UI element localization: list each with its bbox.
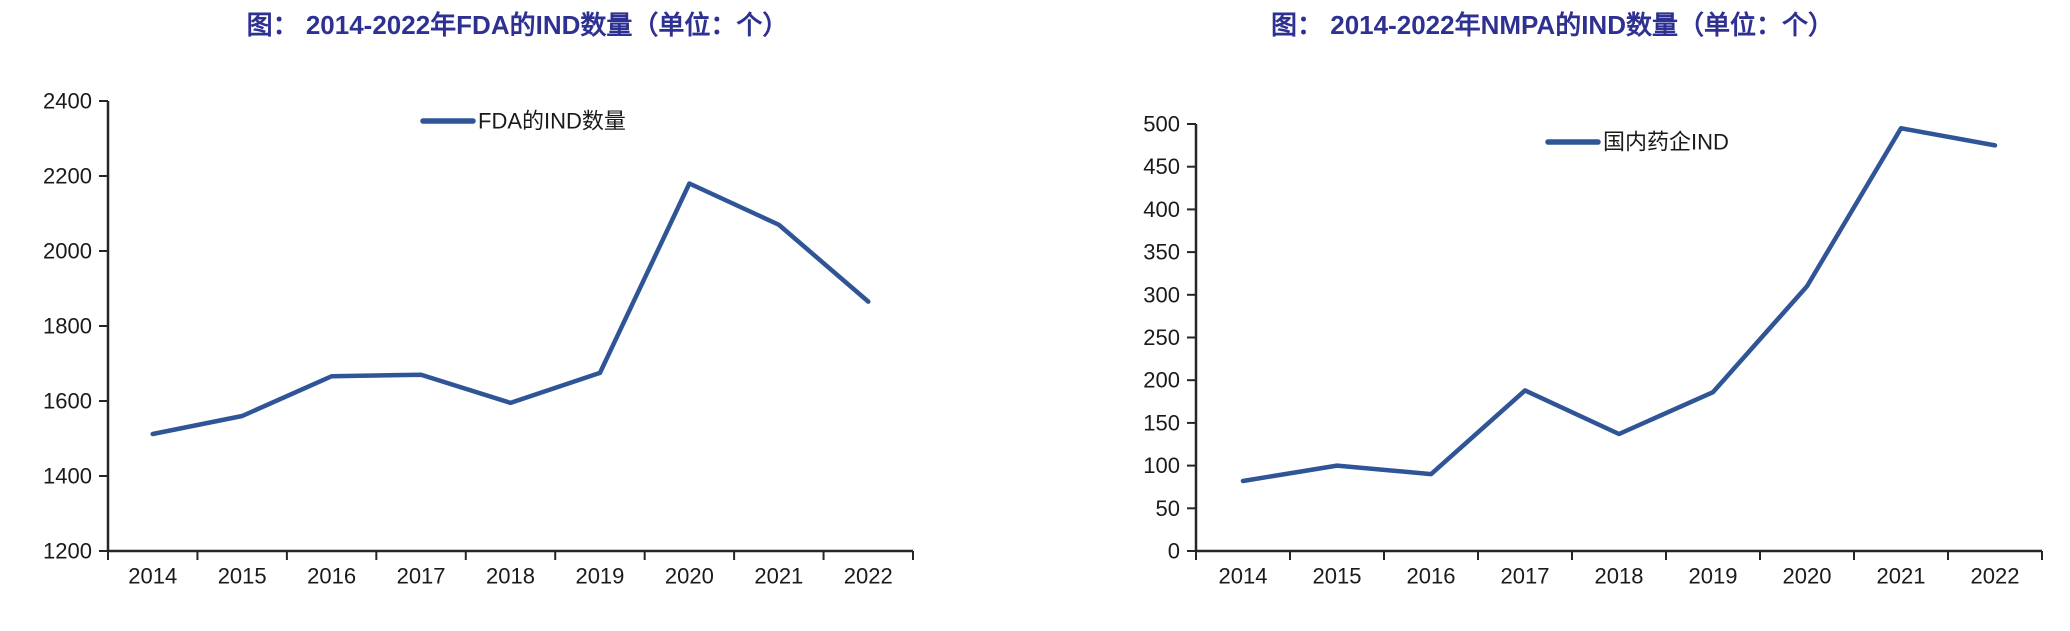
- y-tick-label: 2200: [43, 164, 92, 189]
- x-tick-label: 2015: [1313, 564, 1362, 589]
- y-tick-label: 2400: [43, 89, 92, 114]
- legend: 国内药企IND: [1545, 130, 1729, 155]
- x-tick-label: 2015: [218, 564, 267, 589]
- axes: [106, 101, 913, 553]
- y-tick-label: 1600: [43, 389, 92, 414]
- y-tick-label: 100: [1143, 453, 1180, 478]
- y-tick-label: 300: [1143, 282, 1180, 307]
- y-tick-label: 500: [1143, 112, 1180, 137]
- x-tick-label: 2021: [1877, 564, 1926, 589]
- y-tick-label: 250: [1143, 325, 1180, 350]
- x-tick-label: 2021: [754, 564, 803, 589]
- y-tick-label: 350: [1143, 240, 1180, 265]
- x-tick-label: 2019: [575, 564, 624, 589]
- x-tick-label: 2016: [307, 564, 356, 589]
- y-tick-label: 0: [1168, 539, 1180, 564]
- y-tick-label: 400: [1143, 197, 1180, 222]
- chart-title-nmpa: 图： 2014-2022年NMPA的IND数量（单位：个）: [1271, 10, 1834, 40]
- x-axis-ticks: 2014 2015 2016 2017 2018 2019 2020 2021 2022: [1195, 551, 2043, 589]
- chart-title-fda: 图： 2014-2022年FDA的IND数量（单位：个）: [246, 10, 789, 40]
- x-tick-label: 2020: [665, 564, 714, 589]
- y-tick-label: 200: [1143, 368, 1180, 393]
- y-axis-ticks: 1200 1400 1600 1800 2000 2200 2400: [43, 89, 108, 564]
- x-tick-label: 2014: [1219, 564, 1268, 589]
- x-tick-label: 2022: [844, 564, 893, 589]
- x-tick-label: 2016: [1407, 564, 1456, 589]
- chart-panel-fda-ind: 图： 2014-2022年FDA的IND数量（单位：个） 1200 1400 160…: [43, 10, 914, 589]
- fda-ind-series-line: [150, 181, 871, 437]
- y-tick-label: 1400: [43, 464, 92, 489]
- legend: FDA的IND数量: [420, 109, 626, 134]
- x-tick-label: 2019: [1689, 564, 1738, 589]
- fda-ind-line-chart: 1200 1400 1600 1800 2000 2200 2400 2014 2015 2016…: [43, 89, 914, 589]
- x-tick-label: 2017: [1501, 564, 1550, 589]
- y-tick-label: 1200: [43, 539, 92, 564]
- y-tick-label: 150: [1143, 410, 1180, 435]
- x-tick-label: 2014: [128, 564, 177, 589]
- legend-label: 国内药企IND: [1603, 130, 1729, 155]
- y-tick-label: 450: [1143, 154, 1180, 179]
- x-tick-label: 2018: [486, 564, 535, 589]
- x-tick-label: 2022: [1971, 564, 2020, 589]
- y-axis-ticks: 0 50 100 150 200 250 300 350 400 450 500: [1143, 112, 1196, 564]
- x-tick-label: 2017: [397, 564, 446, 589]
- axes: [1194, 124, 2042, 553]
- x-tick-label: 2018: [1595, 564, 1644, 589]
- legend-label: FDA的IND数量: [478, 109, 626, 134]
- domestic-ind-series-line: [1240, 126, 1998, 484]
- x-tick-label: 2020: [1783, 564, 1832, 589]
- y-tick-label: 50: [1156, 496, 1180, 521]
- x-axis-ticks: 2014 2015 2016 2017 2018 2019 2020 2021 2022: [107, 551, 914, 589]
- y-tick-label: 1800: [43, 314, 92, 339]
- y-tick-label: 2000: [43, 239, 92, 264]
- chart-panel-nmpa-ind: 图： 2014-2022年NMPA的IND数量（单位：个） 0 50 100 150 2…: [1035, 0, 2070, 631]
